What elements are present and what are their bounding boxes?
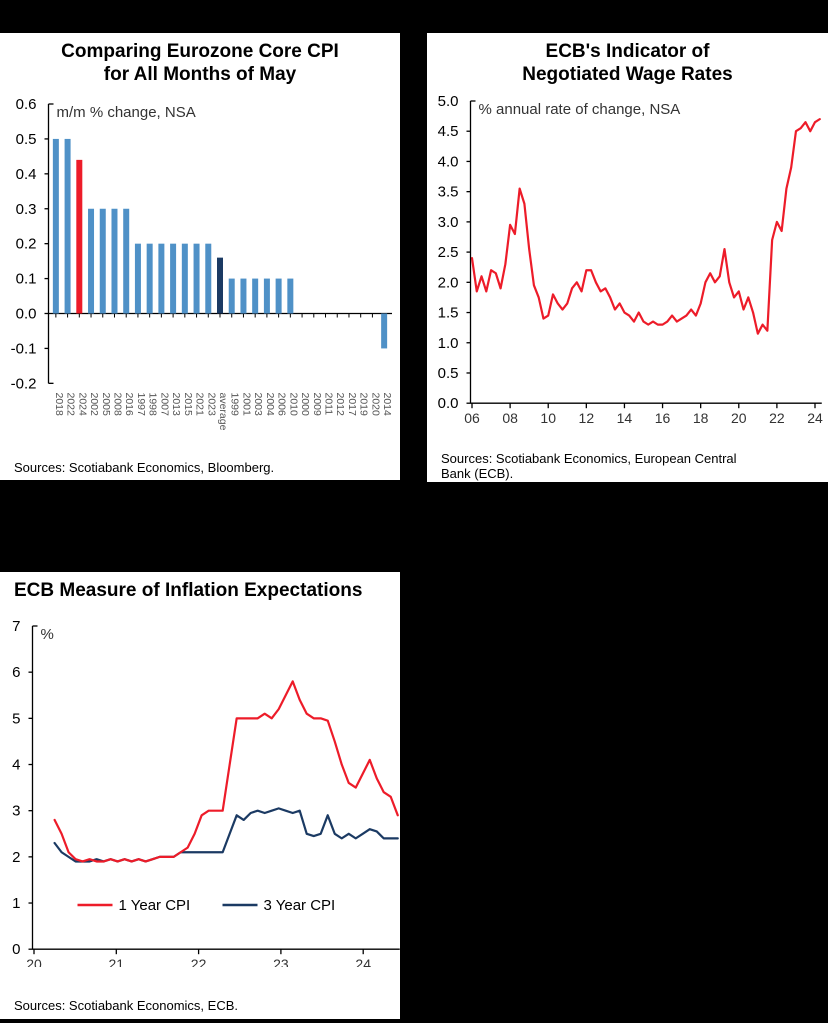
svg-text:06: 06 (464, 410, 480, 426)
svg-text:3: 3 (12, 803, 20, 820)
svg-text:%: % (41, 626, 54, 643)
svg-text:% annual rate of change, NSA: % annual rate of change, NSA (479, 101, 681, 118)
svg-text:08: 08 (502, 410, 518, 426)
svg-text:-0.1: -0.1 (11, 340, 37, 357)
svg-text:22: 22 (191, 956, 207, 967)
svg-text:3.0: 3.0 (438, 214, 459, 231)
svg-text:2008: 2008 (111, 393, 123, 417)
svg-text:12: 12 (579, 410, 595, 426)
svg-text:21: 21 (109, 956, 125, 967)
svg-text:7: 7 (12, 618, 20, 635)
svg-text:3.5: 3.5 (438, 184, 459, 201)
svg-text:2001: 2001 (240, 393, 252, 417)
svg-text:20: 20 (26, 956, 42, 967)
svg-text:2020: 2020 (369, 393, 381, 417)
svg-text:average: average (217, 393, 229, 431)
svg-text:2023: 2023 (205, 393, 217, 417)
svg-text:1.0: 1.0 (438, 335, 459, 352)
svg-text:-0.2: -0.2 (11, 375, 37, 392)
svg-text:5.0: 5.0 (438, 95, 459, 110)
svg-text:1998: 1998 (147, 393, 159, 417)
svg-text:2021: 2021 (194, 393, 206, 417)
svg-text:2018: 2018 (53, 393, 65, 417)
svg-text:2007: 2007 (158, 393, 170, 417)
svg-text:m/m % change, NSA: m/m % change, NSA (57, 104, 196, 121)
svg-text:2003: 2003 (252, 393, 264, 417)
svg-text:20: 20 (731, 410, 747, 426)
svg-text:4.0: 4.0 (438, 153, 459, 170)
svg-text:0.3: 0.3 (16, 201, 37, 218)
svg-text:4.5: 4.5 (438, 123, 459, 140)
svg-text:0.0: 0.0 (16, 306, 37, 323)
svg-text:5: 5 (12, 710, 20, 727)
svg-text:22: 22 (769, 410, 785, 426)
svg-text:2015: 2015 (182, 393, 194, 417)
svg-text:1 Year CPI: 1 Year CPI (119, 897, 191, 914)
svg-text:2016: 2016 (123, 393, 135, 417)
svg-text:2014: 2014 (381, 393, 393, 417)
svg-text:2004: 2004 (264, 393, 276, 417)
svg-text:0.5: 0.5 (438, 365, 459, 382)
svg-text:10: 10 (540, 410, 556, 426)
svg-text:24: 24 (807, 410, 823, 426)
svg-text:0.2: 0.2 (16, 236, 37, 253)
svg-text:16: 16 (655, 410, 671, 426)
svg-text:2.5: 2.5 (438, 244, 459, 261)
svg-text:2002: 2002 (88, 393, 100, 417)
svg-text:2022: 2022 (65, 393, 77, 417)
svg-text:2: 2 (12, 849, 20, 866)
svg-text:0.6: 0.6 (16, 96, 37, 113)
svg-text:0.0: 0.0 (438, 395, 459, 412)
svg-text:6: 6 (12, 664, 20, 681)
svg-text:2024: 2024 (76, 393, 88, 417)
svg-text:0.4: 0.4 (16, 166, 37, 183)
svg-text:4: 4 (12, 757, 20, 774)
svg-text:2019: 2019 (358, 393, 370, 417)
svg-text:1997: 1997 (135, 393, 147, 417)
svg-text:2005: 2005 (100, 393, 112, 417)
svg-text:0.5: 0.5 (16, 131, 37, 148)
svg-text:2006: 2006 (276, 393, 288, 417)
svg-text:24: 24 (355, 956, 371, 967)
svg-text:14: 14 (617, 410, 633, 426)
svg-text:2000: 2000 (299, 393, 311, 417)
svg-text:18: 18 (693, 410, 709, 426)
svg-text:2011: 2011 (323, 393, 335, 416)
svg-text:2010: 2010 (287, 393, 299, 417)
svg-text:2013: 2013 (170, 393, 182, 417)
svg-text:1.5: 1.5 (438, 305, 459, 322)
svg-text:2009: 2009 (311, 393, 323, 417)
svg-text:2012: 2012 (334, 393, 346, 417)
svg-text:0.1: 0.1 (16, 271, 37, 288)
svg-text:23: 23 (273, 956, 289, 967)
svg-text:3 Year CPI: 3 Year CPI (264, 897, 336, 914)
svg-text:2017: 2017 (346, 393, 358, 417)
svg-text:2.0: 2.0 (438, 274, 459, 291)
svg-text:1: 1 (12, 895, 20, 912)
svg-text:0: 0 (12, 941, 20, 958)
svg-text:1999: 1999 (229, 393, 241, 417)
